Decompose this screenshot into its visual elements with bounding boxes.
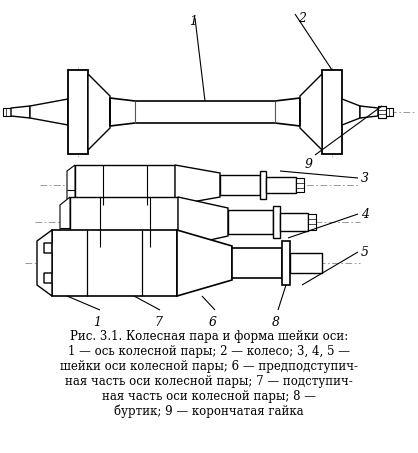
Bar — [220, 175, 260, 195]
Text: 7: 7 — [154, 316, 162, 329]
Bar — [282, 241, 290, 285]
Text: 6: 6 — [209, 316, 217, 329]
Bar — [323, 71, 341, 153]
Bar — [70, 197, 178, 247]
Text: 2: 2 — [298, 12, 306, 25]
Text: 1: 1 — [93, 316, 101, 329]
Text: Рис. 3.1. Колесная пара и форма шейки оси:: Рис. 3.1. Колесная пара и форма шейки ос… — [70, 330, 348, 343]
Bar — [52, 230, 177, 296]
Polygon shape — [88, 74, 110, 150]
Polygon shape — [300, 96, 322, 128]
Bar — [69, 71, 87, 153]
Text: 5: 5 — [361, 246, 369, 259]
Bar — [322, 70, 342, 154]
Bar — [378, 106, 386, 118]
Text: 9: 9 — [305, 158, 313, 171]
Bar — [260, 171, 266, 199]
Polygon shape — [175, 165, 220, 205]
Text: буртик; 9 — корончатая гайка: буртик; 9 — корончатая гайка — [114, 405, 304, 419]
Polygon shape — [30, 99, 68, 125]
Polygon shape — [60, 197, 70, 247]
Polygon shape — [177, 230, 232, 296]
Text: 4: 4 — [361, 207, 369, 221]
Bar — [3, 108, 11, 116]
Bar — [228, 210, 273, 234]
Text: ная часть оси колесной пары; 7 — подступич-: ная часть оси колесной пары; 7 — подступ… — [65, 375, 353, 388]
Polygon shape — [300, 74, 322, 150]
Bar — [266, 177, 296, 193]
Bar — [273, 206, 280, 238]
Polygon shape — [37, 230, 52, 296]
Polygon shape — [178, 197, 228, 247]
Bar — [68, 70, 88, 154]
Bar — [75, 165, 175, 205]
Text: 1 — ось колесной пары; 2 — колесо; 3, 4, 5 —: 1 — ось колесной пары; 2 — колесо; 3, 4,… — [68, 345, 350, 358]
Text: ная часть оси колесной пары; 8 —: ная часть оси колесной пары; 8 — — [102, 390, 316, 403]
Polygon shape — [11, 106, 30, 118]
Bar — [308, 214, 316, 230]
Bar — [280, 213, 308, 231]
Text: 1: 1 — [189, 15, 197, 28]
Text: шейки оси колесной пары; 6 — предподступич-: шейки оси колесной пары; 6 — предподступ… — [60, 360, 358, 373]
Bar — [232, 248, 282, 278]
Bar — [386, 108, 393, 116]
Text: 8: 8 — [272, 316, 280, 329]
Polygon shape — [342, 99, 360, 125]
Polygon shape — [67, 165, 75, 205]
Polygon shape — [360, 106, 378, 118]
Polygon shape — [110, 98, 300, 126]
Bar — [290, 253, 322, 273]
Text: 3: 3 — [361, 172, 369, 184]
Bar — [296, 178, 304, 192]
